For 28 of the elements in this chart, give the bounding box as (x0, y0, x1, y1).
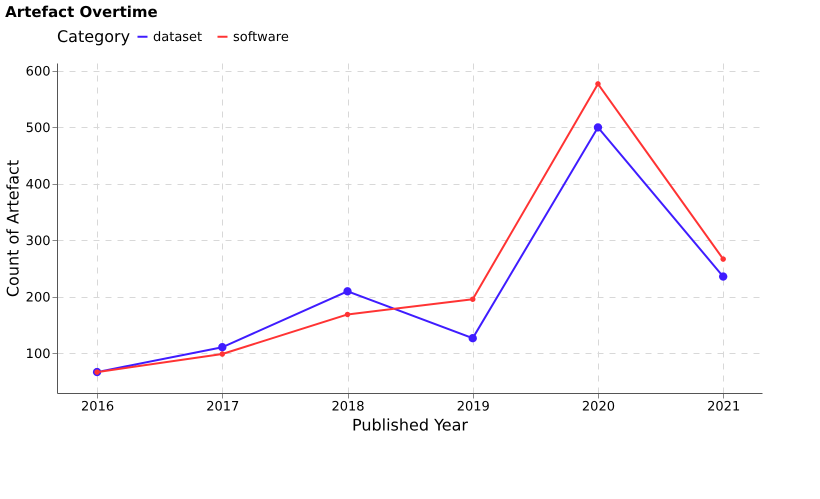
point (594, 123, 602, 132)
point (220, 351, 226, 357)
y-tick-label: 500 (26, 120, 50, 136)
x-tick-label: 2016 (81, 400, 114, 414)
x-tick-label: 2019 (456, 400, 490, 414)
y-tick-label: 100 (26, 346, 50, 362)
x-axis-title: Published Year (352, 416, 468, 434)
legend-label: dataset (153, 30, 202, 45)
y-axis-title: Count of Artefact (4, 160, 23, 298)
y-tick-label: 600 (26, 64, 50, 80)
point (720, 256, 726, 262)
y-tick-label: 300 (26, 234, 50, 249)
point (468, 334, 477, 342)
point (343, 287, 352, 296)
x-tick-label: 2017 (206, 400, 240, 414)
point (218, 343, 226, 352)
x-tick-label: 2018 (331, 400, 365, 414)
legend-title: Category (57, 27, 130, 46)
x-tick-label: 2020 (582, 400, 616, 414)
point (719, 272, 728, 281)
point (344, 312, 350, 318)
y-tick-label: 400 (26, 177, 50, 192)
x-tick-label: 2021 (707, 400, 740, 414)
y-tick-label: 200 (26, 290, 50, 306)
chart-title: Artefact Overtime (5, 3, 158, 21)
point (470, 296, 476, 302)
legend-label: software (233, 30, 289, 45)
point (595, 81, 601, 87)
